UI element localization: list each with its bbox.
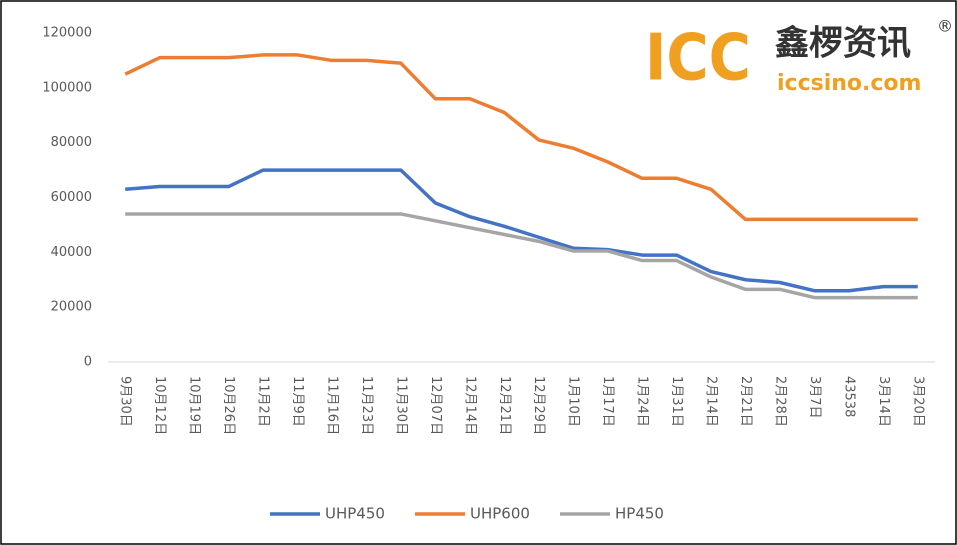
logo-mark: ICC [645,22,751,96]
x-tick-label: 1月17日 [600,376,615,427]
x-tick-label: 10月19日 [187,376,202,435]
x-tick-label: 12月14日 [462,376,477,435]
x-tick-label: 2月21日 [738,376,753,427]
x-tick-label: 1月24日 [635,376,650,427]
y-tick-label: 0 [84,355,92,370]
y-tick-label: 120000 [42,26,92,41]
logo: ICC 鑫椤资讯 ® iccsino.com [645,17,953,97]
x-tick-label: 12月21日 [497,376,512,435]
x-tick-label: 9月30日 [118,376,133,427]
x-tick-label: 43538 [841,376,856,417]
x-tick-label: 3月14日 [876,376,891,427]
logo-site: iccsino.com [777,71,921,96]
series-line [125,168,918,293]
series-line [124,53,918,222]
logo-name: 鑫椤资讯 [775,24,911,64]
x-tick-label: 3月7日 [807,376,822,419]
x-tick-label: 12月07日 [428,376,443,435]
legend-label: HP450 [615,505,664,523]
x-tick-label: 11月2日 [256,376,271,427]
x-tick-label: 10月12日 [152,376,167,435]
x-tick-label: 11月16日 [324,376,339,435]
y-tick-label: 60000 [51,190,92,205]
x-tick-label: 11月9日 [290,376,305,427]
x-tick-label: 10月26日 [221,376,236,435]
legend-label: UHP450 [325,505,385,523]
y-tick-label: 40000 [51,245,92,260]
logo-registered: ® [937,17,953,36]
legend-label: UHP600 [470,505,530,523]
x-tick-label: 11月23日 [359,376,374,435]
series-line [125,212,918,300]
y-tick-label: 20000 [51,300,92,315]
y-tick-label: 80000 [51,135,92,150]
x-tick-label: 11月30日 [393,376,408,435]
x-tick-label: 12月29日 [531,376,546,435]
x-tick-label: 2月14日 [704,376,719,427]
x-tick-label: 3月20日 [910,376,925,427]
x-tick-label: 1月31日 [669,376,684,427]
y-tick-label: 100000 [42,80,92,95]
x-tick-label: 1月10日 [566,376,581,427]
x-tick-label: 2月28日 [772,376,787,427]
